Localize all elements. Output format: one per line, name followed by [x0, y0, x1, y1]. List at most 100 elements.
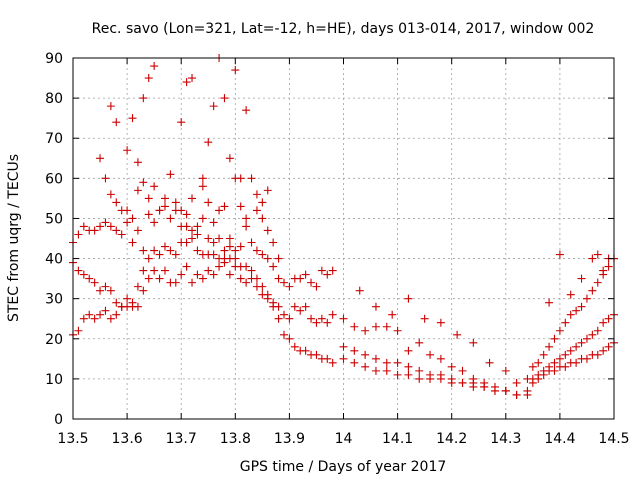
- data-point: [312, 350, 321, 359]
- data-point: [96, 154, 105, 163]
- data-point: [101, 174, 110, 183]
- data-point: [301, 270, 310, 279]
- data-point: [317, 314, 326, 323]
- y-tick-label: 30: [45, 292, 63, 308]
- x-tick-label: 13.6: [112, 431, 143, 447]
- data-point: [252, 190, 261, 199]
- data-point: [90, 278, 99, 287]
- data-point: [139, 266, 148, 275]
- data-point: [323, 354, 332, 363]
- data-point: [371, 366, 380, 375]
- data-point: [415, 374, 424, 383]
- series-trough-d: [355, 286, 510, 375]
- data-point: [555, 326, 564, 335]
- data-point: [339, 354, 348, 363]
- data-point: [242, 278, 251, 287]
- data-point: [269, 262, 278, 271]
- data-point: [209, 270, 218, 279]
- data-point: [279, 278, 288, 287]
- chart-title: Rec. savo (Lon=321, Lat=-12, h=HE), days…: [92, 21, 595, 37]
- data-point: [307, 278, 316, 287]
- data-point: [247, 174, 256, 183]
- data-point: [371, 322, 380, 331]
- data-point: [193, 222, 202, 231]
- series-trough-c: [339, 354, 532, 399]
- data-point: [133, 158, 142, 167]
- data-point: [74, 266, 83, 275]
- data-point: [182, 210, 191, 219]
- data-point: [561, 318, 570, 327]
- data-point: [177, 270, 186, 279]
- y-tick-label: 80: [45, 91, 63, 107]
- data-point: [263, 186, 272, 195]
- data-point: [101, 218, 110, 227]
- data-point: [79, 222, 88, 231]
- data-point: [453, 330, 462, 339]
- data-point: [263, 226, 272, 235]
- y-tick-label: 70: [45, 131, 63, 147]
- data-point: [263, 294, 272, 303]
- data-point: [426, 350, 435, 359]
- data-point: [604, 262, 613, 271]
- data-point: [279, 330, 288, 339]
- data-point: [361, 326, 370, 335]
- data-point: [106, 286, 115, 295]
- data-point: [209, 238, 218, 247]
- data-point: [166, 170, 175, 179]
- data-point: [188, 278, 197, 287]
- data-point: [328, 310, 337, 319]
- y-tick-label: 90: [45, 51, 63, 67]
- data-point: [123, 218, 132, 227]
- data-point: [550, 366, 559, 375]
- series-arc-mid: [69, 194, 337, 291]
- series-recovery-d: [545, 250, 618, 307]
- y-tick-label: 20: [45, 332, 63, 348]
- data-point: [577, 274, 586, 283]
- data-point: [361, 350, 370, 359]
- data-point: [231, 246, 240, 255]
- data-point: [112, 310, 121, 319]
- data-point: [133, 282, 142, 291]
- data-point: [566, 290, 575, 299]
- data-point: [328, 358, 337, 367]
- data-point: [371, 302, 380, 311]
- grid-lines: [73, 58, 614, 419]
- data-point: [285, 334, 294, 343]
- data-point: [274, 254, 283, 263]
- data-point: [188, 194, 197, 203]
- data-point: [193, 230, 202, 239]
- data-point: [101, 306, 110, 315]
- y-tick-label: 50: [45, 211, 63, 227]
- data-point: [123, 146, 132, 155]
- data-point: [404, 346, 413, 355]
- data-point: [323, 318, 332, 327]
- x-tick-label: 14: [335, 431, 353, 447]
- series-arc-bottom: [69, 234, 337, 367]
- data-point: [566, 310, 575, 319]
- data-point: [112, 118, 121, 127]
- data-point: [436, 374, 445, 383]
- data-point: [150, 218, 159, 227]
- data-point: [355, 286, 364, 295]
- data-point: [144, 74, 153, 83]
- data-point: [123, 294, 132, 303]
- data-point: [572, 342, 581, 351]
- data-point: [480, 382, 489, 391]
- data-point: [182, 262, 191, 271]
- data-point: [469, 338, 478, 347]
- data-point: [150, 246, 159, 255]
- data-point: [204, 266, 213, 275]
- data-point: [550, 358, 559, 367]
- data-point: [545, 298, 554, 307]
- data-point: [198, 174, 207, 183]
- data-point: [90, 314, 99, 323]
- data-point: [485, 358, 494, 367]
- data-point: [139, 94, 148, 103]
- data-point: [458, 366, 467, 375]
- data-point: [225, 242, 234, 251]
- data-point: [426, 374, 435, 383]
- data-point: [236, 274, 245, 283]
- x-tick-label: 14.4: [544, 431, 575, 447]
- data-point: [85, 310, 94, 319]
- series-recovery-c: [528, 338, 618, 387]
